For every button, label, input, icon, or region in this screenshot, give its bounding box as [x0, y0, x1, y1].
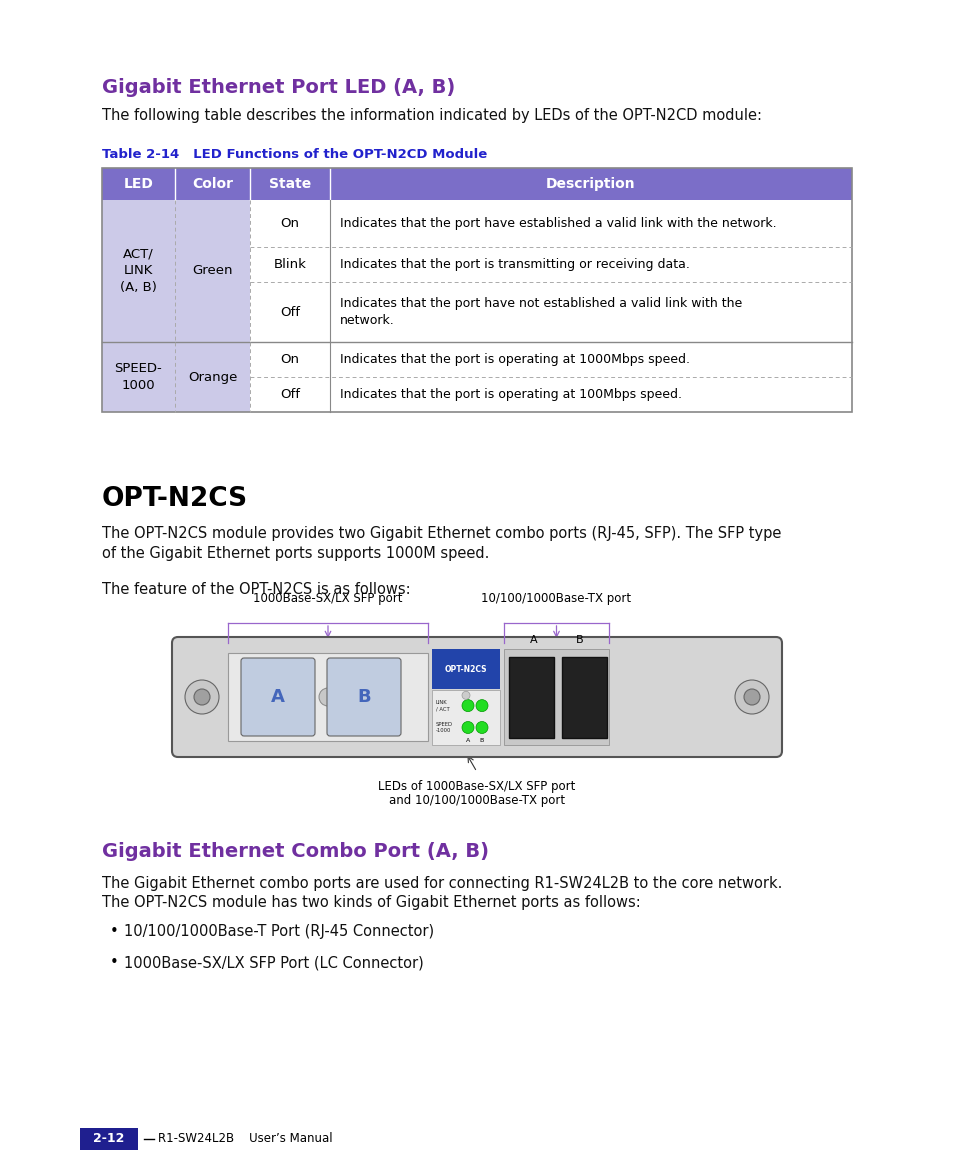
Text: and 10/100/1000Base-TX port: and 10/100/1000Base-TX port [389, 794, 564, 807]
Text: OPT-N2CS: OPT-N2CS [102, 486, 248, 512]
Circle shape [461, 700, 474, 711]
Text: LED: LED [124, 178, 153, 192]
Bar [432, 649, 499, 689]
Text: 1000Base-SX/LX SFP port: 1000Base-SX/LX SFP port [253, 592, 402, 605]
Bar [102, 200, 174, 342]
Text: Gigabit Ethernet Port LED (A, B): Gigabit Ethernet Port LED (A, B) [102, 78, 455, 97]
Text: Off: Off [280, 388, 299, 401]
Text: Blink: Blink [274, 258, 306, 271]
Text: Table 2-14   LED Functions of the OPT-N2CD Module: Table 2-14 LED Functions of the OPT-N2CD… [102, 148, 487, 161]
Text: Orange: Orange [188, 370, 237, 383]
Text: B: B [356, 688, 371, 705]
Bar [102, 168, 851, 412]
Text: Indicates that the port is transmitting or receiving data.: Indicates that the port is transmitting … [339, 258, 689, 271]
Circle shape [476, 722, 488, 734]
Bar [561, 656, 607, 738]
Text: B: B [576, 635, 583, 645]
Bar [228, 653, 428, 741]
Text: SPEED-
1000: SPEED- 1000 [114, 362, 162, 392]
Text: ACT/
LINK
(A, B): ACT/ LINK (A, B) [120, 248, 157, 294]
Text: Green: Green [193, 264, 233, 278]
Text: Gigabit Ethernet Combo Port (A, B): Gigabit Ethernet Combo Port (A, B) [102, 842, 489, 861]
Text: On: On [280, 353, 299, 366]
Circle shape [461, 691, 470, 700]
Circle shape [476, 700, 488, 711]
Text: •: • [110, 955, 118, 969]
Text: 2-12: 2-12 [93, 1133, 125, 1146]
Text: 10/100/1000Base-T Port (RJ-45 Connector): 10/100/1000Base-T Port (RJ-45 Connector) [124, 924, 434, 939]
Bar [503, 649, 608, 745]
Text: The OPT-N2CS module has two kinds of Gigabit Ethernet ports as follows:: The OPT-N2CS module has two kinds of Gig… [102, 895, 640, 910]
Text: The following table describes the information indicated by LEDs of the OPT-N2CD : The following table describes the inform… [102, 107, 761, 123]
Text: A: A [465, 737, 470, 743]
FancyBboxPatch shape [172, 637, 781, 757]
Text: Color: Color [192, 178, 233, 192]
Circle shape [734, 680, 768, 714]
Circle shape [461, 722, 474, 734]
Text: LINK
/ ACT: LINK / ACT [436, 701, 449, 711]
Text: of the Gigabit Ethernet ports supports 1000M speed.: of the Gigabit Ethernet ports supports 1… [102, 545, 489, 561]
Text: B: B [479, 737, 483, 743]
Circle shape [743, 689, 760, 705]
Text: LEDs of 1000Base-SX/LX SFP port: LEDs of 1000Base-SX/LX SFP port [378, 780, 575, 793]
Text: Indicates that the port is operating at 1000Mbps speed.: Indicates that the port is operating at … [339, 353, 689, 366]
Text: Indicates that the port is operating at 100Mbps speed.: Indicates that the port is operating at … [339, 388, 681, 401]
Text: State: State [269, 178, 311, 192]
Text: SPEED
-1000: SPEED -1000 [436, 722, 453, 732]
Text: Off: Off [280, 306, 299, 319]
Bar [432, 690, 499, 745]
Text: R1-SW24L2B    User’s Manual: R1-SW24L2B User’s Manual [158, 1133, 333, 1146]
Bar [174, 342, 250, 412]
Text: Description: Description [546, 178, 635, 192]
Text: •: • [110, 924, 118, 939]
Text: The OPT-N2CS module provides two Gigabit Ethernet combo ports (RJ-45, SFP). The : The OPT-N2CS module provides two Gigabit… [102, 526, 781, 541]
Text: OPT-N2CS: OPT-N2CS [444, 665, 487, 674]
Bar [509, 656, 554, 738]
Text: The feature of the OPT-N2CS is as follows:: The feature of the OPT-N2CS is as follow… [102, 582, 410, 597]
Text: A: A [271, 688, 285, 705]
FancyBboxPatch shape [241, 658, 314, 736]
Bar [102, 342, 174, 412]
Text: 1000Base-SX/LX SFP Port (LC Connector): 1000Base-SX/LX SFP Port (LC Connector) [124, 955, 423, 969]
Text: The Gigabit Ethernet combo ports are used for connecting R1-SW24L2B to the core : The Gigabit Ethernet combo ports are use… [102, 876, 781, 891]
Text: Indicates that the port have established a valid link with the network.: Indicates that the port have established… [339, 217, 776, 230]
FancyBboxPatch shape [327, 658, 400, 736]
Circle shape [185, 680, 219, 714]
Text: Indicates that the port have not established a valid link with the
network.: Indicates that the port have not establi… [339, 297, 741, 327]
Bar [80, 1128, 138, 1150]
Circle shape [318, 688, 336, 705]
Circle shape [193, 689, 210, 705]
Bar [102, 168, 851, 200]
Text: A: A [529, 635, 537, 645]
Text: 10/100/1000Base-TX port: 10/100/1000Base-TX port [481, 592, 631, 605]
Text: On: On [280, 217, 299, 230]
Bar [174, 200, 250, 342]
